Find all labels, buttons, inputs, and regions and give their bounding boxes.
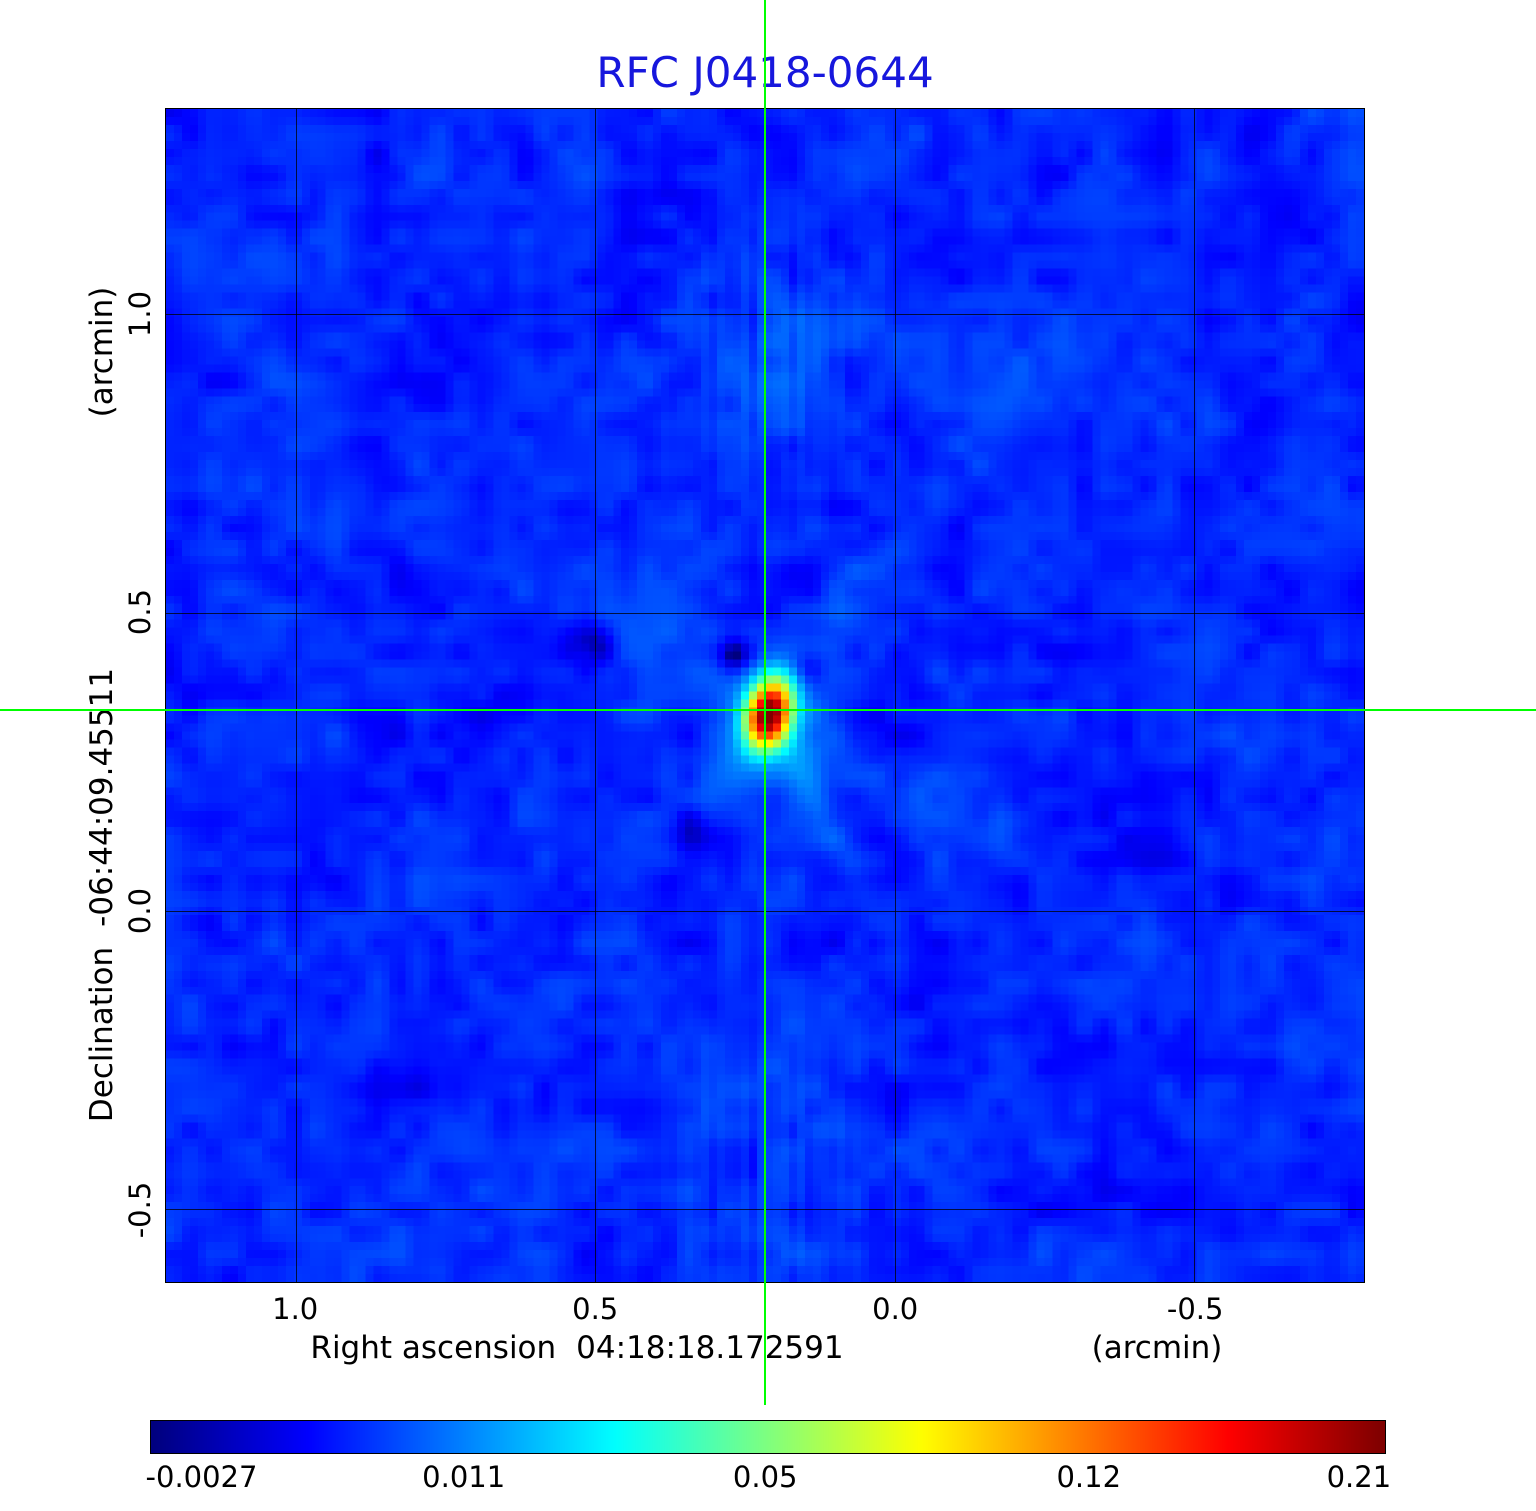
x-tick-label: 1.0 — [272, 1292, 319, 1326]
y-axis-name: Declination — [84, 946, 120, 1123]
colorbar-tick-label: 0.011 — [422, 1460, 506, 1494]
colorbar-canvas — [151, 1421, 1385, 1453]
y-tick-label: -0.5 — [123, 1181, 157, 1239]
colorbar-tick-label: 0.12 — [1056, 1460, 1122, 1494]
x-axis-label: Right ascension 04:18:18.172591 — [310, 1330, 843, 1366]
x-tick-label: 0.5 — [572, 1292, 619, 1326]
gridline-vertical — [295, 109, 297, 1282]
y-axis-unit-label: (arcmin) — [84, 286, 120, 418]
x-axis-coordinate: 04:18:18.172591 — [576, 1330, 844, 1366]
gridline-vertical — [894, 109, 896, 1282]
y-axis-coordinate: -06:44:09.45511 — [84, 667, 120, 927]
x-axis-name: Right ascension — [310, 1330, 557, 1366]
y-tick-label: 0.5 — [123, 589, 157, 636]
y-tick-label: 0.0 — [123, 888, 157, 935]
colorbar-tick-label: -0.0027 — [145, 1460, 258, 1494]
y-tick-label: 1.0 — [123, 290, 157, 337]
colorbar-tick-labels: -0.0027 0.011 0.05 0.12 0.21 — [146, 1460, 1392, 1498]
gridline-vertical — [595, 109, 597, 1282]
x-tick-label: -0.5 — [1166, 1292, 1224, 1326]
x-tick-label: 0.0 — [872, 1292, 919, 1326]
crosshair-vertical-line — [764, 0, 766, 1405]
colorbar — [150, 1420, 1386, 1454]
gridline-vertical — [1194, 109, 1196, 1282]
crosshair-horizontal-line — [0, 708, 1536, 711]
x-axis-unit-label: (arcmin) — [1091, 1330, 1223, 1366]
colorbar-tick-label: 0.21 — [1326, 1460, 1392, 1494]
y-axis-label: Declination -06:44:09.45511 — [84, 668, 120, 1122]
colorbar-tick-label: 0.05 — [732, 1460, 798, 1494]
